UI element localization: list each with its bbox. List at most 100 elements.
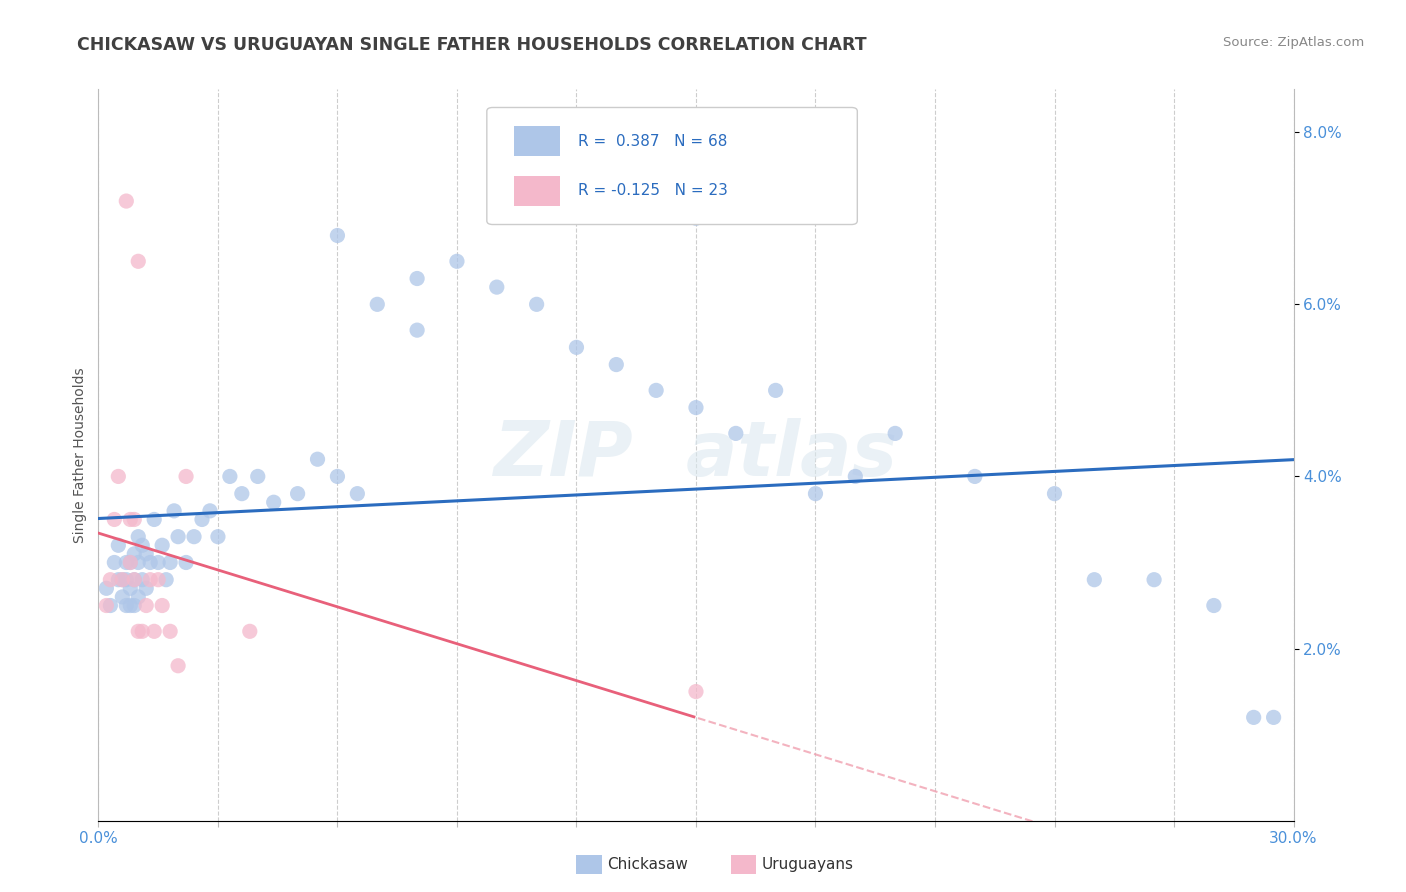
Point xyxy=(1083,573,1105,587)
Point xyxy=(143,512,166,526)
FancyBboxPatch shape xyxy=(515,126,560,156)
Point xyxy=(346,486,368,500)
Point xyxy=(115,194,138,208)
Point xyxy=(231,486,253,500)
Point xyxy=(111,590,134,604)
Point xyxy=(565,340,588,354)
Point xyxy=(326,469,349,483)
Point xyxy=(115,573,138,587)
Point xyxy=(124,599,146,613)
Point xyxy=(115,556,138,570)
Point xyxy=(139,573,162,587)
Point xyxy=(111,573,134,587)
Point xyxy=(124,573,146,587)
Point xyxy=(1263,710,1285,724)
Point xyxy=(685,401,707,415)
Point xyxy=(131,573,153,587)
Point xyxy=(98,573,122,587)
Point xyxy=(111,573,134,587)
Text: ZIP  atlas: ZIP atlas xyxy=(494,418,898,491)
Point xyxy=(120,556,142,570)
Point xyxy=(127,590,149,604)
Point xyxy=(446,254,468,268)
Point xyxy=(159,624,181,639)
Point xyxy=(605,358,627,372)
Point xyxy=(155,573,177,587)
Point xyxy=(120,556,142,570)
Y-axis label: Single Father Households: Single Father Households xyxy=(73,368,87,542)
Point xyxy=(150,599,173,613)
Point xyxy=(120,582,142,596)
Point xyxy=(307,452,329,467)
Point xyxy=(239,624,262,639)
Point xyxy=(124,573,146,587)
Point xyxy=(406,323,429,337)
Point xyxy=(120,599,142,613)
Point xyxy=(207,530,229,544)
Point xyxy=(1143,573,1166,587)
Point xyxy=(131,624,153,639)
Text: Chickasaw: Chickasaw xyxy=(607,857,689,871)
Point xyxy=(765,384,787,398)
Point xyxy=(103,512,125,526)
Point xyxy=(191,512,214,526)
Point xyxy=(1243,710,1265,724)
Point xyxy=(96,582,118,596)
Point xyxy=(127,556,149,570)
Point xyxy=(148,556,170,570)
Point xyxy=(139,556,162,570)
Point xyxy=(685,684,707,698)
Point xyxy=(124,547,146,561)
Point xyxy=(107,469,129,483)
Point xyxy=(485,280,508,294)
Point xyxy=(526,297,548,311)
Point xyxy=(159,556,181,570)
Point xyxy=(96,599,118,613)
Point xyxy=(107,538,129,552)
Point xyxy=(120,512,142,526)
Point xyxy=(219,469,242,483)
Point xyxy=(148,573,170,587)
Text: R =  0.387   N = 68: R = 0.387 N = 68 xyxy=(578,134,727,149)
Point xyxy=(103,556,125,570)
Point xyxy=(287,486,309,500)
FancyBboxPatch shape xyxy=(515,176,560,206)
Point xyxy=(167,530,190,544)
Point xyxy=(884,426,907,441)
Point xyxy=(131,538,153,552)
Point xyxy=(685,211,707,226)
Point xyxy=(124,512,146,526)
Point xyxy=(143,624,166,639)
Point xyxy=(127,530,149,544)
Point xyxy=(150,538,173,552)
Point xyxy=(174,469,197,483)
Point xyxy=(135,582,157,596)
Point xyxy=(326,228,349,243)
Point xyxy=(366,297,388,311)
Point xyxy=(183,530,205,544)
Point xyxy=(844,469,866,483)
Text: R = -0.125   N = 23: R = -0.125 N = 23 xyxy=(578,184,727,198)
Point xyxy=(135,547,157,561)
Text: CHICKASAW VS URUGUAYAN SINGLE FATHER HOUSEHOLDS CORRELATION CHART: CHICKASAW VS URUGUAYAN SINGLE FATHER HOU… xyxy=(77,36,868,54)
Point xyxy=(163,504,186,518)
Point xyxy=(167,658,190,673)
Point xyxy=(174,556,197,570)
FancyBboxPatch shape xyxy=(486,108,858,225)
Point xyxy=(406,271,429,285)
Point xyxy=(1202,599,1225,613)
Point xyxy=(263,495,285,509)
Point xyxy=(115,599,138,613)
Text: Source: ZipAtlas.com: Source: ZipAtlas.com xyxy=(1223,36,1364,49)
Point xyxy=(135,599,157,613)
Point xyxy=(198,504,221,518)
Point xyxy=(107,573,129,587)
Point xyxy=(1043,486,1066,500)
Point xyxy=(246,469,269,483)
Point xyxy=(127,624,149,639)
Point xyxy=(98,599,122,613)
Point xyxy=(963,469,986,483)
Point xyxy=(645,384,668,398)
Point xyxy=(724,426,747,441)
Point xyxy=(804,486,827,500)
